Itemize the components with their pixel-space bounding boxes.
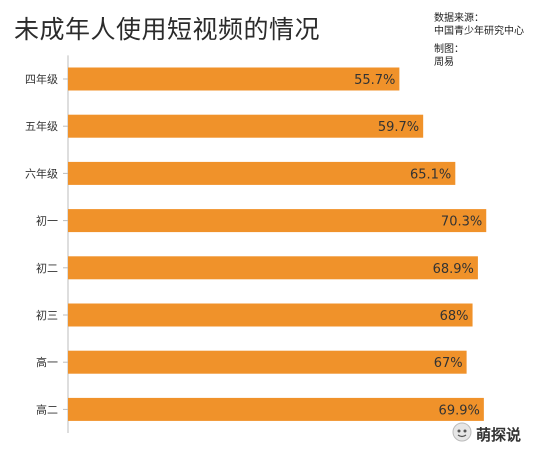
bar [68,397,484,421]
value-label: 59.7% [378,120,419,135]
bar [68,114,424,138]
author-name: 周易 [434,57,454,68]
category-label: 初三 [36,308,58,322]
author-label: 制图： [434,44,464,55]
category-label: 高一 [36,355,58,369]
value-label: 69.9% [439,403,480,418]
bar [68,350,467,374]
bar [68,67,400,91]
value-label: 55.7% [354,73,395,88]
category-label: 四年级 [25,72,58,86]
bar [68,161,456,185]
value-label: 70.3% [441,215,482,230]
chart-title: 未成年人使用短视频的情况 [14,15,321,44]
source-label: 数据来源： [434,13,484,24]
bar [68,256,478,280]
watermark-logo-icon [452,422,472,442]
category-label: 初二 [36,261,58,275]
category-label: 六年级 [25,166,58,180]
source-name: 中国青少年研究中心 [434,26,524,37]
value-label: 68% [440,309,469,324]
bar [68,303,473,327]
watermark-text: 萌探说 [476,426,522,444]
value-label: 68.9% [433,262,474,277]
source-note: 数据来源： 中国青少年研究中心 制图： 周易 [434,12,524,69]
bar [68,209,487,233]
category-label: 高二 [36,402,58,416]
value-label: 65.1% [410,167,451,182]
value-label: 67% [434,356,463,371]
category-label: 初一 [36,214,58,228]
category-label: 五年级 [25,119,58,133]
